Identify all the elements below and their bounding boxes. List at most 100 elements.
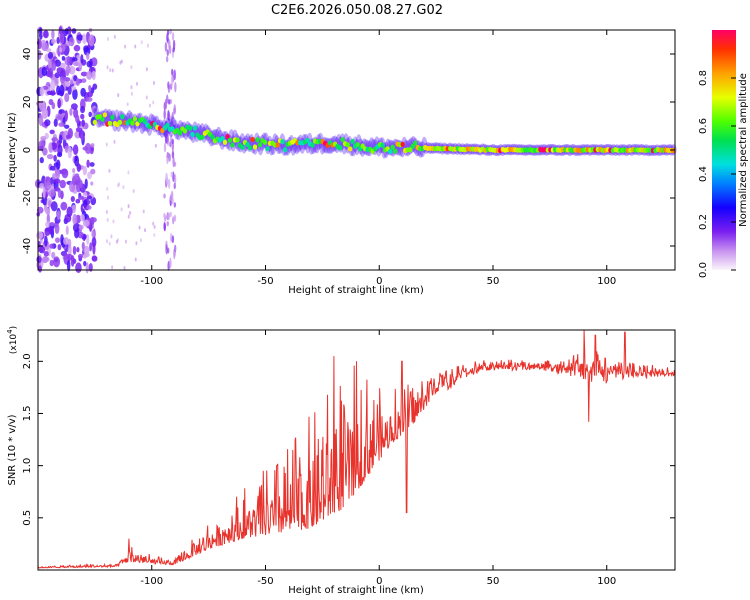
spectral-blob <box>165 244 168 255</box>
spectral-blob <box>130 120 135 126</box>
spectral-blob <box>135 81 138 86</box>
spectral-blob <box>105 142 108 147</box>
spectral-blob <box>56 67 64 74</box>
spectral-blob <box>44 235 48 247</box>
spectral-blob <box>48 99 54 106</box>
spectral-blob <box>88 84 92 92</box>
spectral-blob <box>79 214 85 222</box>
spectral-blob <box>110 234 113 239</box>
spectral-blob <box>91 237 97 248</box>
spectral-blob <box>245 141 250 148</box>
spectral-blob <box>76 34 84 41</box>
spectral-blob <box>65 41 73 47</box>
spectral-blob <box>173 182 176 190</box>
spectral-blob <box>166 29 170 36</box>
spectral-blob <box>55 187 61 192</box>
spectral-blob <box>152 80 155 85</box>
spectral-blob <box>57 98 61 109</box>
spectral-blob <box>171 141 175 152</box>
spectral-blob <box>37 50 42 60</box>
colorbar-tick-label: 0.0 <box>698 262 709 278</box>
spectral-blob <box>167 81 170 90</box>
spectral-blob <box>92 119 98 125</box>
spectral-blob <box>38 145 44 150</box>
spectral-blob <box>38 246 46 254</box>
spectral-blob <box>64 124 70 129</box>
spectral-blob <box>142 118 148 125</box>
spectral-blob <box>51 61 57 71</box>
spectral-blob <box>153 232 156 237</box>
spectral-blob <box>171 235 175 244</box>
spectral-blob <box>64 92 70 103</box>
spectral-blob <box>124 44 127 49</box>
spectral-blob <box>105 209 108 214</box>
y-tick-label: 20 <box>22 96 33 109</box>
spectral-blob <box>350 138 355 144</box>
spectral-blob <box>169 257 172 269</box>
spectral-blob <box>392 148 398 154</box>
spectral-blob <box>169 194 173 201</box>
spectral-blob <box>164 98 168 110</box>
y-tick-label: 0.5 <box>22 510 33 526</box>
colorbar-tick-label: 0.6 <box>698 118 709 134</box>
x-tick-label: -100 <box>140 276 163 287</box>
spectral-blob <box>75 262 82 274</box>
spectral-blob <box>71 176 77 186</box>
spectral-blob <box>65 65 71 74</box>
spectral-blob <box>106 65 109 70</box>
spectrogram-y-ticks: -40 -20 0 20 40 <box>22 48 675 254</box>
spectral-blob <box>67 146 72 159</box>
snr-multiplier: (x104) <box>6 326 19 354</box>
figure-title: C2E6.2026.050.08.27.G02 <box>271 3 443 18</box>
spectral-blob <box>44 119 51 127</box>
spectral-blob <box>380 142 385 149</box>
spectral-blob <box>347 146 353 152</box>
spectral-blob <box>74 229 80 239</box>
spectral-blob <box>51 251 56 259</box>
spectral-blob <box>50 88 56 96</box>
spectral-blob <box>36 231 44 240</box>
spectral-blob <box>71 86 77 91</box>
spectral-blob <box>41 42 49 52</box>
x-tick-label: -50 <box>257 576 273 587</box>
spectral-blob <box>120 114 125 120</box>
spectral-blob <box>145 95 148 100</box>
spectral-blob <box>39 86 45 97</box>
spectral-blob <box>86 195 93 200</box>
x-tick-label: 50 <box>487 576 500 587</box>
spectral-blob <box>91 105 98 114</box>
spectral-blob <box>132 189 135 194</box>
spectral-blob <box>54 72 61 79</box>
spectral-blob <box>51 137 59 142</box>
spectral-blob <box>134 257 137 262</box>
spectral-blob <box>163 142 167 153</box>
spectral-blob <box>200 134 205 140</box>
spectral-blob <box>59 84 65 97</box>
spectral-blob <box>280 138 285 145</box>
spectral-blob <box>340 137 345 143</box>
spectral-blob <box>111 68 114 73</box>
spectral-blob <box>135 241 138 246</box>
spectral-blob <box>168 45 172 55</box>
spectral-blob <box>407 147 413 153</box>
x-tick-label: 0 <box>376 576 382 587</box>
y-tick-label: 1.5 <box>22 406 33 422</box>
spectral-blob <box>49 221 55 227</box>
snr-x-ticks: -100 -50 0 50 100 <box>140 330 616 587</box>
spectral-blob <box>172 216 175 225</box>
spectral-blob <box>140 40 143 45</box>
spectral-blob <box>61 56 66 61</box>
spectral-blob <box>46 154 54 160</box>
spectral-blob <box>56 210 61 221</box>
spectral-blob <box>129 210 132 215</box>
spectral-blob <box>54 168 61 180</box>
spectral-blob <box>77 231 84 239</box>
spectral-blob <box>78 224 84 230</box>
x-tick-label: -50 <box>257 276 273 287</box>
spectral-blob <box>81 241 85 251</box>
spectral-blob <box>255 137 260 143</box>
spectral-blob <box>173 244 177 253</box>
spectral-blob <box>50 79 56 91</box>
spectral-blob <box>42 186 46 199</box>
spectral-blob <box>100 116 105 122</box>
